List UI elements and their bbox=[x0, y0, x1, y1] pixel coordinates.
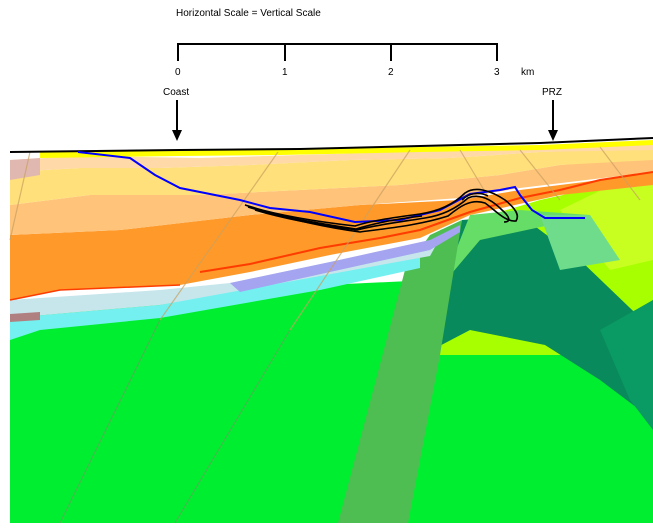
pale-blue-band bbox=[10, 238, 440, 318]
scale-tick-label-1: 1 bbox=[282, 67, 288, 78]
scale-unit-label: km bbox=[521, 67, 535, 78]
dark-teal-wedge bbox=[428, 215, 653, 420]
dark-teal-lower-right bbox=[600, 300, 653, 430]
fault-lines bbox=[9, 146, 641, 331]
coast-label: Coast bbox=[163, 87, 190, 98]
scale-bar bbox=[177, 43, 498, 61]
prz-arrow bbox=[548, 100, 558, 141]
pale-yellow-layer bbox=[10, 148, 653, 205]
lime-upper-right bbox=[560, 165, 653, 270]
scale-tick-label-0: 0 bbox=[175, 67, 181, 78]
blue-boundary-line bbox=[77, 151, 585, 224]
periwinkle-band bbox=[230, 225, 460, 292]
grey-green-band bbox=[338, 220, 462, 523]
yellow-surface-strip bbox=[40, 140, 653, 158]
black-contour-lines bbox=[244, 188, 519, 233]
light-orange-layer bbox=[10, 158, 653, 235]
geologic-section bbox=[9, 137, 653, 524]
red-contact-line bbox=[199, 171, 653, 273]
brown-strip bbox=[10, 312, 40, 322]
scale-tick-label-3: 3 bbox=[494, 67, 500, 78]
pale-peach-layer bbox=[10, 144, 653, 172]
red-contact-line-2 bbox=[9, 284, 181, 301]
dusty-rose-corner bbox=[10, 158, 40, 180]
scale-tick-label-2: 2 bbox=[388, 67, 394, 78]
ground-surface-line bbox=[9, 137, 653, 153]
light-teal-band bbox=[442, 210, 590, 285]
scale-title: Horizontal Scale = Vertical Scale bbox=[176, 8, 321, 19]
prz-label: PRZ bbox=[542, 87, 562, 98]
coast-arrow bbox=[172, 100, 182, 141]
light-teal-mid bbox=[540, 215, 620, 270]
fault-lines-deep bbox=[59, 319, 291, 524]
